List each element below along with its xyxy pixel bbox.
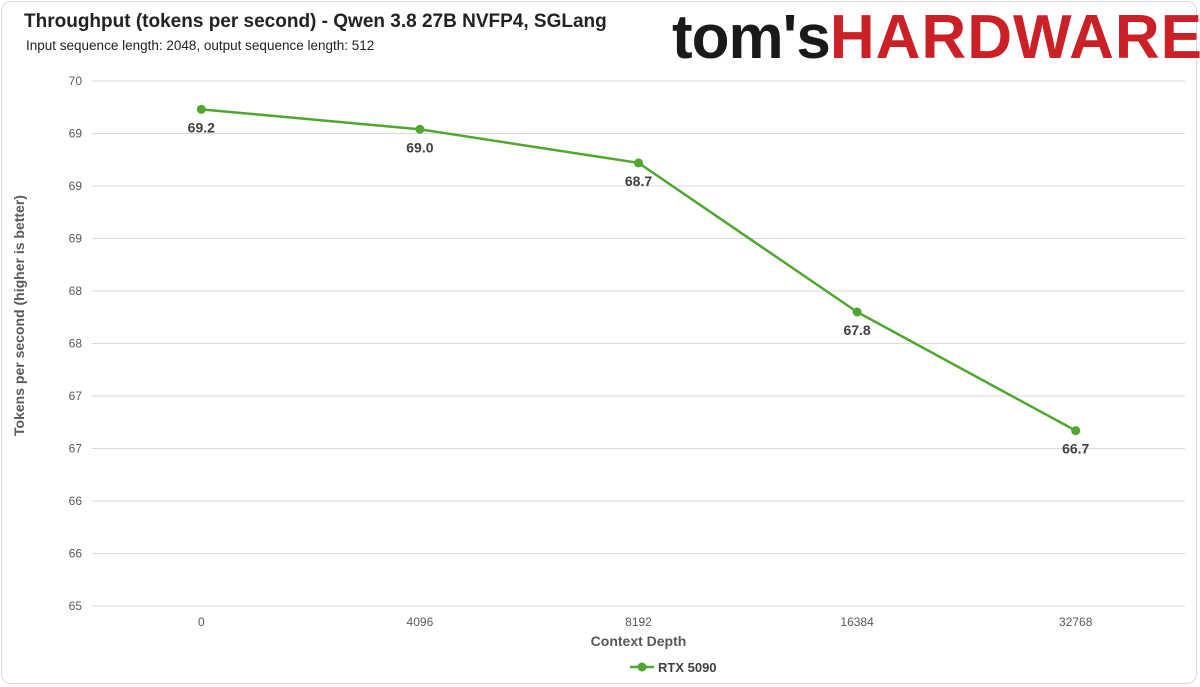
x-tick-label: 16384 bbox=[840, 615, 874, 629]
x-tick-label: 0 bbox=[198, 615, 205, 629]
data-point bbox=[415, 124, 425, 134]
x-tick-label: 32768 bbox=[1059, 615, 1093, 629]
x-tick-label: 4096 bbox=[407, 615, 434, 629]
x-axis-tick-labels: 0 4096 8192 16384 32768 bbox=[198, 615, 1093, 629]
toms-hardware-logo: tom'sHARDWARE bbox=[672, 2, 1200, 74]
logo-hardware-text: HARDWARE bbox=[829, 3, 1200, 72]
y-tick-label: 66 bbox=[69, 494, 83, 508]
y-axis-tick-labels: 65 66 66 67 67 68 68 69 69 69 70 bbox=[69, 74, 83, 613]
y-tick-label: 68 bbox=[69, 337, 83, 351]
data-point bbox=[196, 104, 206, 114]
data-point bbox=[1071, 426, 1081, 436]
data-point bbox=[852, 307, 862, 317]
x-axis-title: Context Depth bbox=[591, 633, 687, 649]
y-tick-label: 68 bbox=[69, 284, 83, 298]
logo-toms-text: tom's bbox=[672, 3, 831, 72]
data-labels: 69.2 69.0 68.7 67.8 66.7 bbox=[188, 119, 1090, 456]
y-axis-title: Tokens per second (higher is better) bbox=[11, 195, 27, 436]
data-label: 68.7 bbox=[625, 173, 652, 189]
y-tick-label: 69 bbox=[69, 127, 83, 141]
data-label: 67.8 bbox=[843, 322, 870, 338]
y-tick-label: 67 bbox=[69, 389, 83, 403]
data-label: 69.0 bbox=[406, 139, 433, 155]
series-rtx-5090 bbox=[196, 104, 1081, 436]
y-tick-label: 69 bbox=[69, 179, 83, 193]
y-tick-label: 65 bbox=[69, 599, 83, 613]
y-tick-label: 66 bbox=[69, 547, 83, 561]
data-point bbox=[634, 158, 643, 168]
legend-label-rtx-5090: RTX 5090 bbox=[658, 660, 717, 675]
y-tick-label: 67 bbox=[69, 442, 83, 456]
x-tick-label: 8192 bbox=[625, 615, 652, 629]
chart-subtitle: Input sequence length: 2048, output sequ… bbox=[26, 38, 375, 53]
y-tick-label: 70 bbox=[69, 74, 83, 88]
legend-marker-rtx-5090 bbox=[637, 662, 647, 672]
series-line bbox=[201, 108, 1077, 432]
gridlines bbox=[92, 80, 1185, 607]
chart-title: Throughput (tokens per second) - Qwen 3.… bbox=[24, 11, 607, 32]
y-tick-label: 69 bbox=[69, 232, 83, 246]
legend: RTX 5090 bbox=[630, 660, 717, 675]
data-label: 69.2 bbox=[188, 119, 215, 135]
data-label: 66.7 bbox=[1062, 441, 1089, 457]
